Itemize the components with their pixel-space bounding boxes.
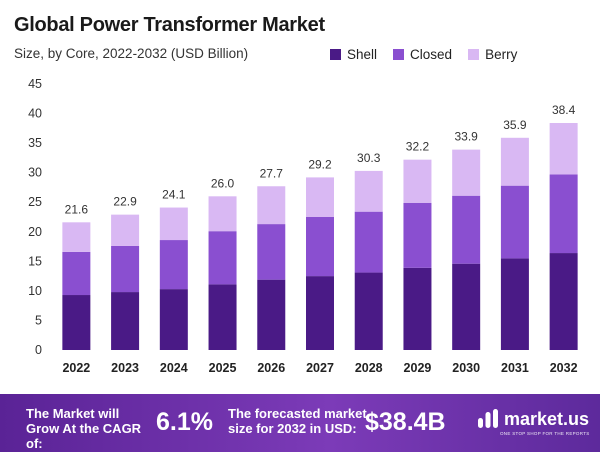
- bar-segment-shell: [257, 279, 286, 350]
- bar-segment-shell: [500, 258, 529, 350]
- bar-segment-berry: [500, 137, 529, 186]
- bar-segment-berry: [452, 149, 481, 196]
- x-tick-label: 2026: [257, 361, 285, 375]
- bar-total-label: 21.6: [65, 202, 89, 216]
- bar-total-label: 32.2: [406, 140, 430, 154]
- legend-label-closed: Closed: [410, 47, 453, 62]
- bar-segment-closed: [549, 174, 578, 254]
- bar-total-label: 22.9: [113, 195, 137, 209]
- y-tick-label: 35: [28, 136, 42, 150]
- bar-segment-shell: [208, 284, 237, 350]
- x-tick-label: 2024: [160, 361, 188, 375]
- bar-total-label: 27.7: [260, 166, 284, 180]
- bar-total-label: 30.3: [357, 151, 381, 165]
- legend: Shell Closed Berry: [330, 47, 517, 62]
- bar-segment-berry: [403, 159, 432, 203]
- bar-segment-shell: [452, 263, 481, 350]
- bar-segment-closed: [403, 202, 432, 268]
- y-tick-label: 15: [28, 254, 42, 268]
- brand-logo[interactable]: market.us: [476, 408, 589, 430]
- bar-segment-closed: [208, 231, 237, 285]
- chart-title: Global Power Transformer Market: [14, 14, 325, 36]
- y-tick-label: 20: [28, 225, 42, 239]
- bar-segment-shell: [111, 292, 140, 350]
- stacked-bar-chart: 05101520253035404521.6202222.9202324.120…: [28, 77, 578, 375]
- bar-total-label: 26.0: [211, 176, 235, 190]
- x-tick-label: 2022: [62, 361, 90, 375]
- bar-total-label: 35.9: [503, 118, 527, 132]
- forecast-label: The forecasted market size for 2032 in U…: [228, 406, 367, 436]
- market-bars-icon: [478, 409, 498, 428]
- bar-segment-berry: [257, 186, 286, 225]
- bar-segment-shell: [306, 276, 334, 350]
- bar-segment-berry: [111, 214, 140, 246]
- bar-segment-shell: [354, 272, 383, 350]
- y-tick-label: 45: [28, 77, 42, 91]
- y-tick-label: 30: [28, 166, 42, 180]
- x-tick-label: 2032: [550, 361, 578, 375]
- bar-total-label: 33.9: [455, 130, 479, 144]
- cagr-label: The Market will Grow At the CAGR of:: [26, 406, 142, 451]
- x-tick-label: 2025: [209, 361, 237, 375]
- bar-segment-closed: [159, 240, 188, 290]
- y-tick-label: 10: [28, 284, 42, 298]
- legend-swatch-closed: [393, 49, 405, 60]
- bar-segment-closed: [257, 224, 286, 280]
- x-tick-label: 2023: [111, 361, 139, 375]
- bar-segment-closed: [62, 251, 91, 296]
- forecast-value: $38.4B: [365, 408, 446, 436]
- bar-segment-berry: [306, 177, 334, 217]
- bar-total-label: 38.4: [552, 103, 576, 117]
- bar-segment-closed: [306, 217, 334, 277]
- bar-segment-closed: [354, 211, 383, 273]
- cagr-value: 6.1%: [156, 408, 213, 436]
- bar-segment-closed: [111, 245, 140, 293]
- legend-item-berry: Berry: [468, 47, 517, 62]
- legend-item-closed: Closed: [393, 47, 452, 62]
- bar-segment-closed: [500, 185, 529, 259]
- footer-banner: The Market will Grow At the CAGR of: 6.1…: [0, 394, 600, 452]
- bar-segment-berry: [159, 207, 188, 241]
- bar-segment-shell: [549, 253, 578, 350]
- x-tick-label: 2028: [355, 361, 383, 375]
- brand-tagline: ONE STOP SHOP FOR THE REPORTS: [500, 431, 590, 436]
- x-tick-label: 2029: [404, 361, 432, 375]
- x-tick-label: 2030: [452, 361, 480, 375]
- y-tick-label: 25: [28, 195, 42, 209]
- y-tick-label: 40: [28, 107, 42, 121]
- y-tick-label: 0: [35, 343, 42, 357]
- bar-segment-berry: [549, 123, 578, 175]
- bar-segment-closed: [452, 195, 481, 264]
- bar-segment-shell: [62, 295, 91, 350]
- legend-item-shell: Shell: [330, 47, 377, 62]
- bar-segment-berry: [208, 196, 237, 232]
- legend-label-shell: Shell: [347, 47, 378, 62]
- y-tick-label: 5: [35, 313, 42, 327]
- brand-name: market.us: [504, 408, 590, 429]
- x-tick-label: 2027: [306, 361, 334, 375]
- bar-total-label: 24.1: [162, 188, 186, 202]
- bar-segment-shell: [159, 289, 188, 350]
- legend-swatch-berry: [468, 49, 480, 60]
- bar-segment-berry: [62, 222, 91, 252]
- legend-label-berry: Berry: [485, 47, 518, 62]
- x-tick-label: 2031: [501, 361, 529, 375]
- legend-swatch-shell: [330, 49, 341, 60]
- bar-segment-shell: [403, 267, 432, 350]
- bar-segment-berry: [354, 170, 383, 212]
- chart-subtitle: Size, by Core, 2022-2032 (USD Billion): [14, 46, 249, 61]
- bar-total-label: 29.2: [308, 157, 332, 171]
